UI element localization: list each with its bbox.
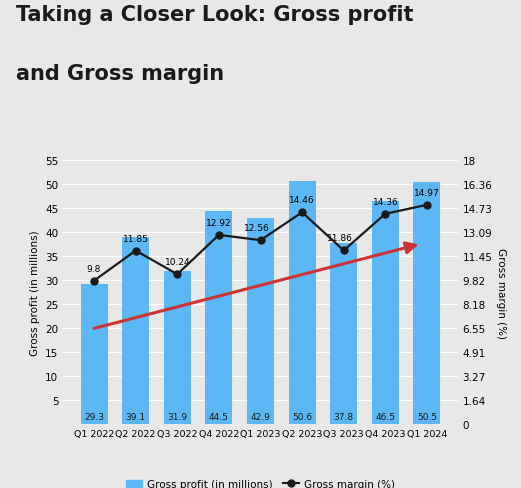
Bar — [164, 272, 191, 425]
Text: 10.24: 10.24 — [165, 258, 190, 266]
Y-axis label: Gross margin (%): Gross margin (%) — [497, 247, 506, 338]
Text: 12.92: 12.92 — [206, 218, 232, 227]
Text: 31.9: 31.9 — [167, 412, 188, 421]
Bar — [122, 237, 149, 425]
Text: 50.5: 50.5 — [417, 412, 437, 421]
Text: 46.5: 46.5 — [375, 412, 395, 421]
Bar — [247, 219, 274, 425]
Text: 11.86: 11.86 — [327, 234, 353, 243]
Text: Taking a Closer Look: Gross profit: Taking a Closer Look: Gross profit — [16, 5, 413, 25]
Text: and Gross margin: and Gross margin — [16, 63, 224, 83]
Y-axis label: Gross profit (in millions): Gross profit (in millions) — [30, 230, 40, 355]
Text: 29.3: 29.3 — [84, 412, 104, 421]
Text: 14.97: 14.97 — [414, 188, 440, 197]
Text: 14.36: 14.36 — [373, 197, 398, 206]
Legend: Gross profit (in millions), Gross margin (%): Gross profit (in millions), Gross margin… — [122, 475, 399, 488]
Bar — [81, 284, 107, 425]
Text: 12.56: 12.56 — [243, 224, 269, 233]
Text: 50.6: 50.6 — [292, 412, 312, 421]
Text: 37.8: 37.8 — [333, 412, 354, 421]
Text: 9.8: 9.8 — [87, 264, 101, 273]
Text: 42.9: 42.9 — [251, 412, 270, 421]
Text: 11.85: 11.85 — [123, 234, 148, 243]
Bar — [289, 182, 316, 425]
Text: 39.1: 39.1 — [126, 412, 146, 421]
Bar — [372, 202, 399, 425]
Bar — [414, 183, 440, 425]
Text: 44.5: 44.5 — [209, 412, 229, 421]
Text: 14.46: 14.46 — [289, 196, 315, 205]
Bar — [330, 244, 357, 425]
Bar — [205, 211, 232, 425]
